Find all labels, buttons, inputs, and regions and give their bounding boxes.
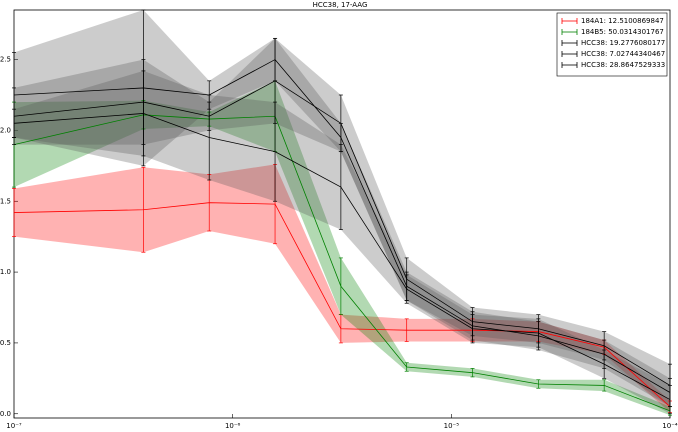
error-bar: [12, 108, 16, 138]
y-tick-label: 2.0: [0, 126, 11, 134]
series-line: [13, 114, 671, 412]
y-tick-label: 0.0: [0, 410, 11, 418]
legend-box: [556, 12, 668, 77]
legend-label: HCC38: 19.2776080177: [581, 39, 665, 47]
error-bar: [12, 188, 16, 238]
series-line: [13, 59, 671, 393]
error-band: [14, 38, 670, 407]
legend-label: HCC38: 28.8647529333: [581, 61, 665, 69]
x-tick-label: 10⁻⁷: [6, 422, 22, 430]
error-bar: [207, 94, 212, 181]
error-bar: [273, 37, 278, 82]
error-bar: [338, 144, 343, 230]
y-tick-label: 0.5: [0, 339, 11, 347]
error-band: [14, 70, 670, 414]
error-bar: [668, 385, 672, 415]
x-tick-label: 10⁻⁴: [662, 422, 678, 430]
error-bar: [602, 349, 607, 379]
error-bar: [470, 368, 475, 378]
series-line: [13, 80, 671, 386]
error-bar: [602, 379, 607, 392]
x-tick-label: 10⁻⁵: [444, 422, 460, 430]
series-line: [13, 202, 671, 407]
x-tick-label: 10⁻⁶: [225, 422, 241, 430]
error-bar: [273, 101, 278, 202]
error-bar: [338, 257, 343, 315]
legend-label: HCC38: 7.02744340467: [581, 50, 665, 58]
y-tick-label: 1.5: [0, 197, 11, 205]
legend-label: 184B5: 50.0314301767: [581, 28, 664, 36]
error-band: [14, 164, 670, 413]
error-bar: [141, 70, 146, 157]
chart-title: HCC38, 17-AAG: [313, 1, 368, 9]
error-bar: [470, 314, 475, 344]
error-bar: [404, 362, 409, 372]
error-bar: [536, 318, 541, 348]
legend-label: 184A1: 12.5100869847: [581, 17, 664, 25]
error-bar: [141, 166, 146, 253]
error-bar: [536, 379, 541, 389]
plot-frame: [13, 9, 671, 419]
series-line: [13, 113, 671, 400]
y-tick-label: 2.5: [0, 56, 11, 64]
error-bar: [404, 274, 409, 304]
y-tick-label: 1.0: [0, 268, 11, 276]
error-bar: [404, 318, 409, 342]
